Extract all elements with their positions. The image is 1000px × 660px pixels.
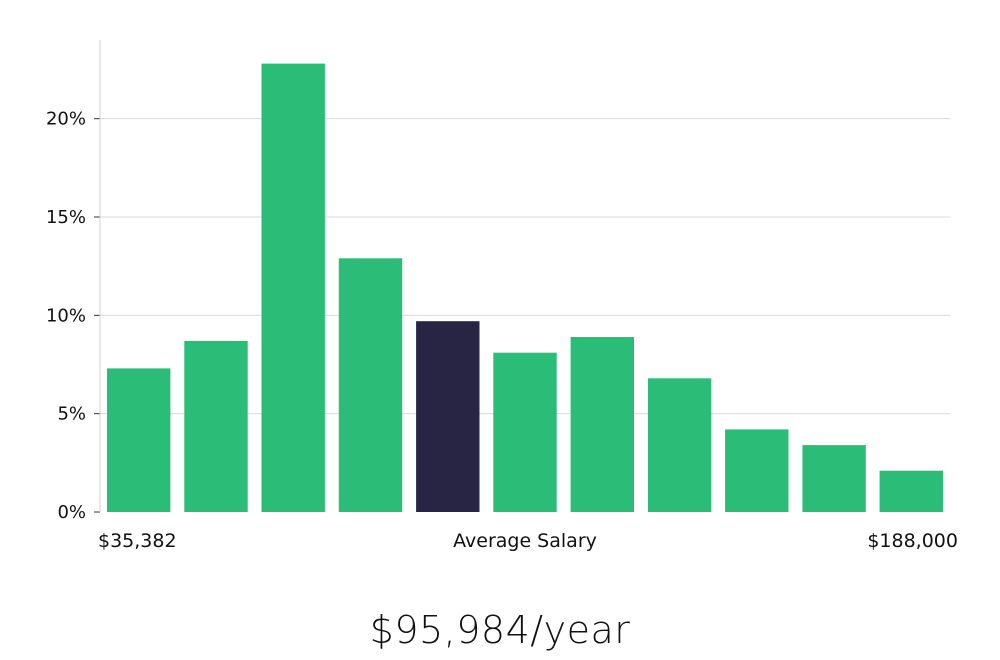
bar — [570, 337, 634, 512]
bar-highlight — [416, 321, 480, 512]
bar — [261, 63, 325, 512]
x-axis-label: Average Salary — [453, 530, 597, 552]
y-tick-label: 20% — [46, 109, 86, 130]
y-tick-label: 15% — [46, 207, 86, 228]
bar — [184, 340, 248, 512]
bar — [338, 258, 403, 512]
average-salary-value: $95,984/year — [369, 608, 631, 652]
salary-distribution-chart: 0% 5% 10% 15% 20% $35,382 Average Salary $18… — [46, 40, 958, 552]
bar — [493, 352, 557, 512]
bar — [879, 470, 943, 512]
bars — [107, 63, 943, 512]
y-tick-label: 0% — [57, 502, 86, 523]
y-tick-label: 10% — [46, 305, 86, 326]
x-max-label: $188,000 — [867, 530, 958, 552]
x-min-label: $35,382 — [98, 530, 177, 552]
bar — [107, 368, 171, 512]
bar — [725, 429, 789, 512]
bar — [647, 378, 712, 512]
y-tick-label: 5% — [57, 404, 86, 425]
bar — [802, 445, 866, 512]
y-axis-ticks: 0% 5% 10% 15% 20% — [46, 109, 100, 523]
